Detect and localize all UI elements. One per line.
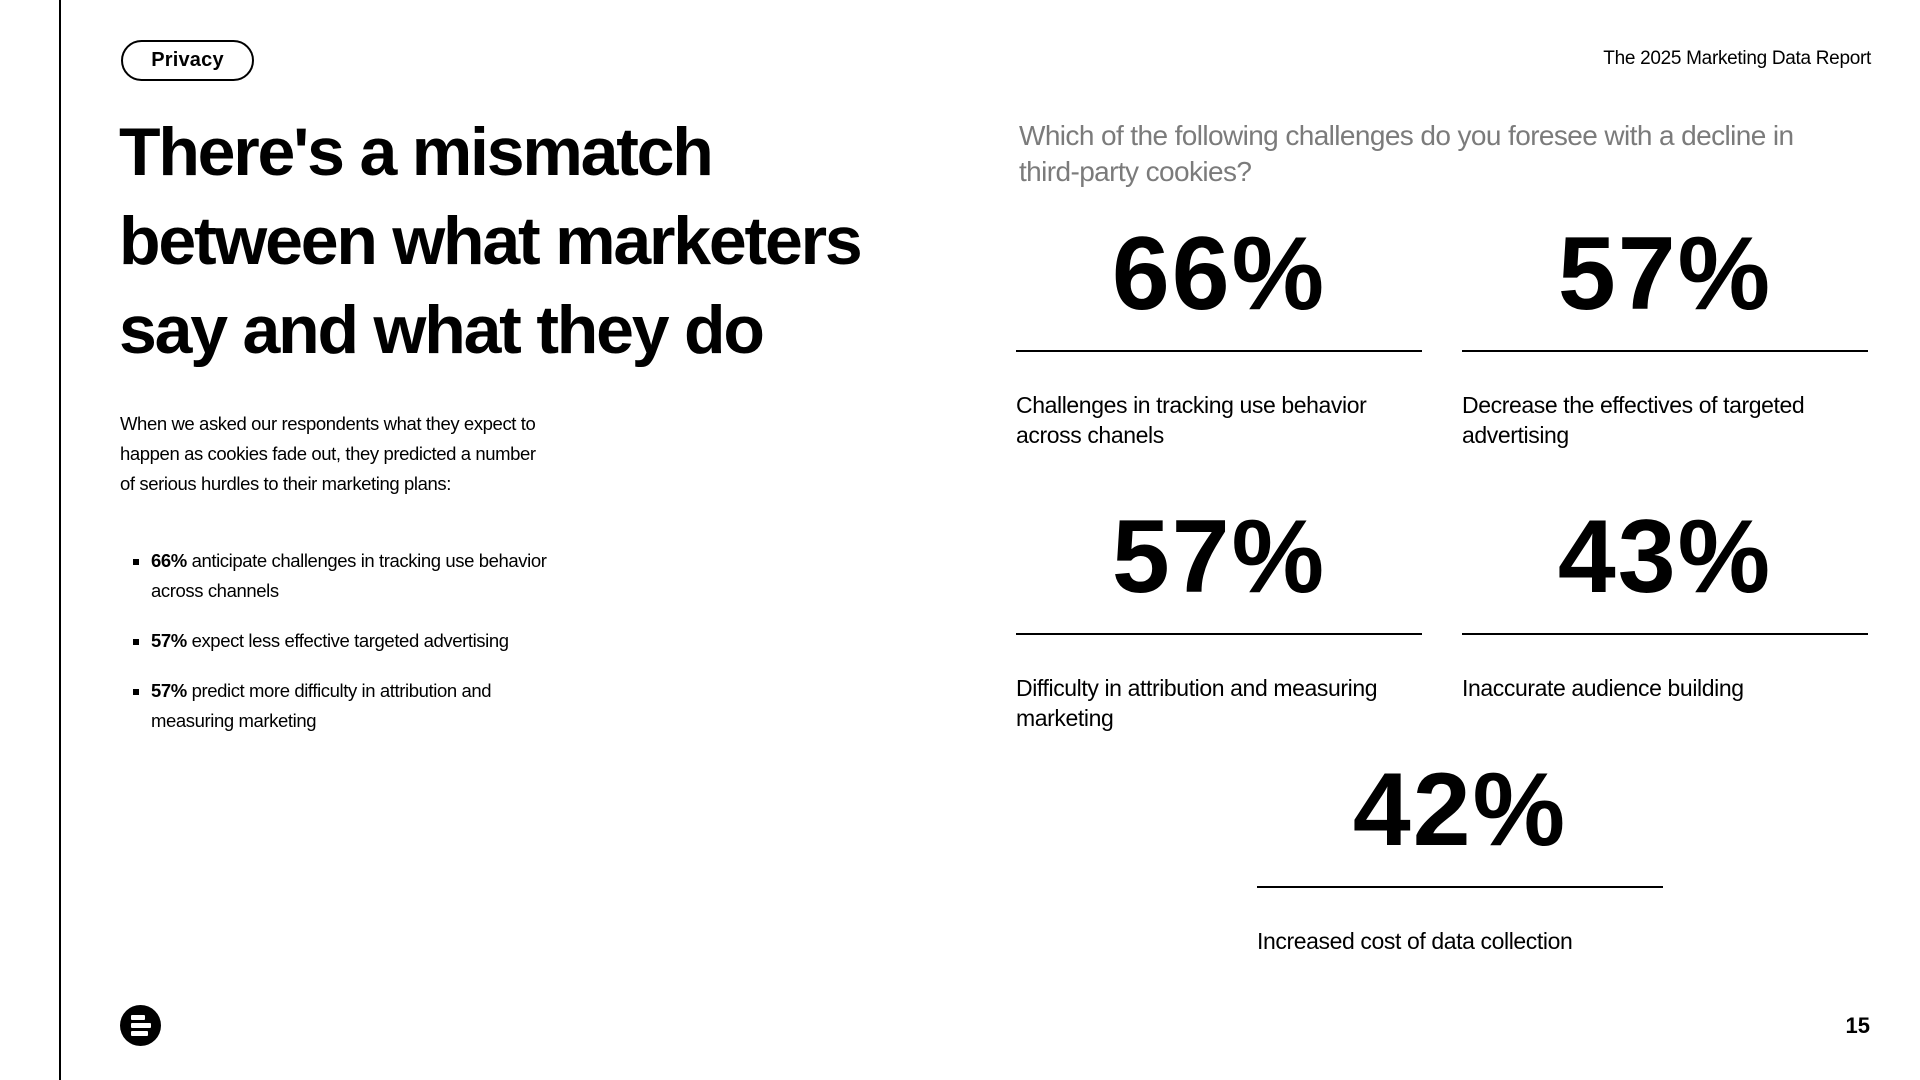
intro-paragraph: When we asked our respondents what they …	[120, 413, 536, 494]
finding-text: anticipate challenges in tracking use be…	[151, 550, 547, 601]
stat-data-collection-cost: 42% Increased cost of data collection	[1257, 752, 1663, 956]
finding-percent: 57%	[151, 630, 187, 651]
stat-label: Inaccurate audience building	[1462, 674, 1744, 701]
stat-divider	[1462, 633, 1868, 635]
stat-label: Difficulty in attribution and measuring …	[1016, 674, 1378, 731]
finding-text: expect less effective targeted advertisi…	[186, 630, 509, 651]
finding-text: predict more difficulty in attribution a…	[151, 680, 492, 731]
headline-line-1: There's a mismatch	[119, 114, 714, 190]
stat-value: 57%	[1111, 499, 1327, 615]
page-headline: There's a mismatch between what marketer…	[119, 108, 919, 375]
survey-question: Which of the following challenges do you…	[1019, 120, 1794, 187]
stat-targeted-advertising: 57% Decrease the effectives of targeted …	[1462, 216, 1868, 450]
stat-divider	[1016, 633, 1422, 635]
brand-logo-icon	[120, 1005, 161, 1046]
finding-percent: 66%	[151, 550, 187, 571]
stat-label: Challenges in tracking use behavior acro…	[1016, 391, 1367, 448]
stat-value: 42%	[1352, 752, 1568, 868]
stat-audience-building: 43% Inaccurate audience building	[1462, 499, 1868, 703]
headline-line-2: between what marketers	[119, 203, 863, 279]
stat-label: Increased cost of data collection	[1257, 927, 1573, 954]
stat-value: 43%	[1557, 499, 1773, 615]
bullet-square-icon	[133, 639, 139, 645]
stat-divider	[1462, 350, 1868, 352]
stat-attribution: 57% Difficulty in attribution and measur…	[1016, 499, 1422, 733]
stat-value: 57%	[1557, 216, 1773, 332]
finding-item: 66% anticipate challenges in tracking us…	[133, 546, 553, 606]
finding-item: 57% predict more difficulty in attributi…	[133, 676, 553, 736]
stat-divider	[1016, 350, 1422, 352]
findings-list: 66% anticipate challenges in tracking us…	[133, 546, 553, 756]
left-margin-rule	[59, 0, 61, 1080]
finding-item: 57% expect less effective targeted adver…	[133, 626, 553, 656]
stat-tracking-behavior: 66% Challenges in tracking use behavior …	[1016, 216, 1422, 450]
stat-value: 66%	[1111, 216, 1327, 332]
finding-percent: 57%	[151, 680, 187, 701]
report-title: The 2025 Marketing Data Report	[1603, 48, 1871, 69]
page-number: 15	[1845, 1013, 1870, 1038]
bullet-square-icon	[133, 689, 139, 695]
stat-label: Decrease the effectives of targeted adve…	[1462, 391, 1805, 448]
headline-line-3: say and what they do	[119, 292, 765, 368]
stat-divider	[1257, 886, 1663, 888]
section-tag-privacy: Privacy	[121, 40, 254, 81]
bullet-square-icon	[133, 559, 139, 565]
